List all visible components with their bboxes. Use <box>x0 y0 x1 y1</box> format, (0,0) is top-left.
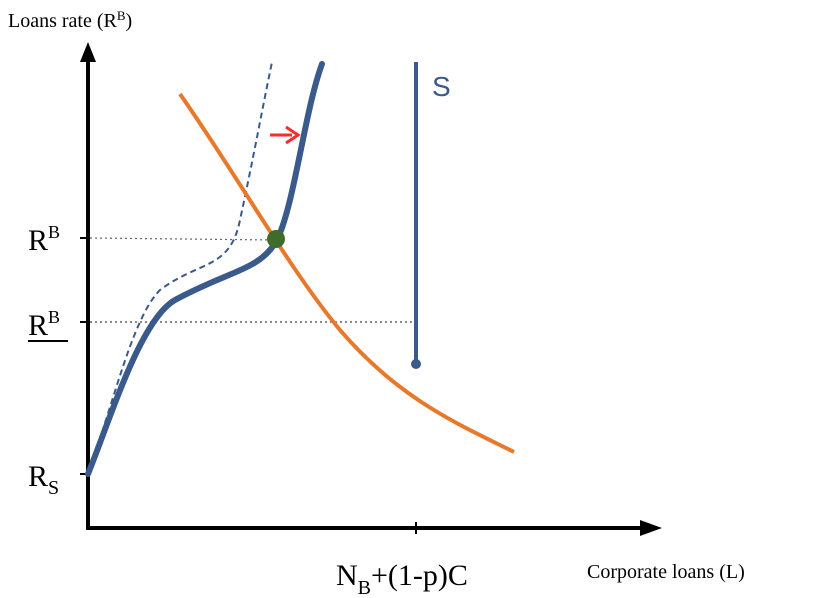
rb-lower-label: RB <box>28 307 60 342</box>
x-axis-label: Corporate loans (L) <box>587 561 745 583</box>
loan-supply-curve <box>85 61 325 477</box>
supply-line-endpoint <box>411 359 421 369</box>
x-tick-label: NB+(1-p)C <box>336 559 468 598</box>
y-axis-arrowhead <box>80 42 96 62</box>
rb-upper-guide-line <box>89 237 277 241</box>
rs-label: RS <box>28 460 59 499</box>
shifted-supply-curve-dashed <box>87 61 273 471</box>
shift-arrow-head <box>285 125 301 145</box>
y-axis-label: Loans rate (RB) <box>8 8 132 32</box>
supply-label: S <box>432 71 451 102</box>
x-axis-arrowhead <box>640 520 662 536</box>
loan-demand-curve <box>178 92 515 454</box>
rb-upper-label: RB <box>28 222 60 257</box>
equilibrium-point <box>267 230 285 248</box>
